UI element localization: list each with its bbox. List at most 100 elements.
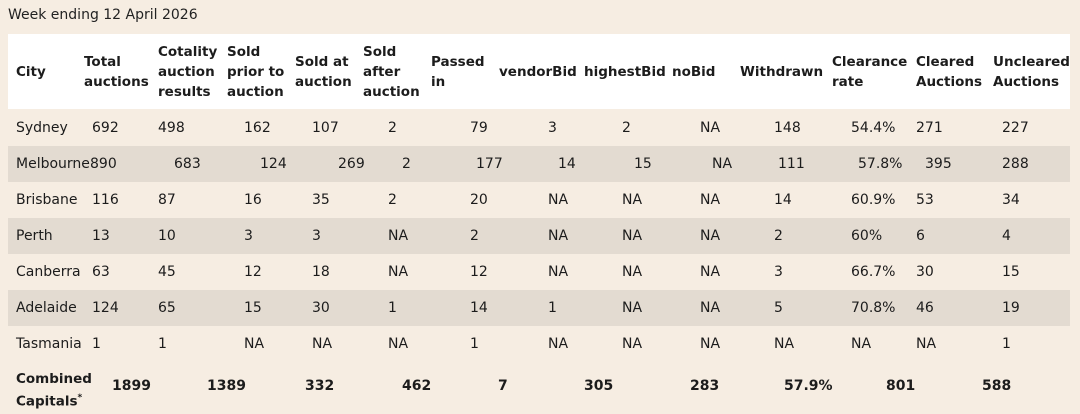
table-cell: 35 — [312, 192, 330, 208]
table-cell: NA — [700, 336, 721, 352]
city-cell: Sydney — [16, 120, 68, 136]
table-cell: NA — [548, 336, 569, 352]
table-cell: 2 — [388, 192, 397, 208]
table-cell: 65 — [158, 300, 176, 316]
table-cell: NA — [774, 336, 795, 352]
total-value: 801 — [886, 378, 916, 394]
total-value: 305 — [584, 378, 614, 394]
table-cell: 395 — [925, 156, 952, 172]
table-cell: 60.9% — [851, 192, 896, 208]
table-cell: NA — [388, 228, 409, 244]
table-cell: 3 — [312, 228, 321, 244]
city-cell: Perth — [16, 228, 53, 244]
table-cell: NA — [700, 192, 721, 208]
city-cell: Tasmania — [16, 336, 82, 352]
table-cell: NA — [548, 192, 569, 208]
table-cell: 14 — [558, 156, 576, 172]
table-cell: 15 — [1002, 264, 1020, 280]
table-cell: 227 — [1002, 120, 1029, 136]
table-cell: 890 — [90, 156, 117, 172]
table-caption: Week ending 12 April 2026 — [8, 7, 198, 23]
city-cell: Canberra — [16, 264, 81, 280]
table-cell: NA — [916, 336, 937, 352]
table-cell: 1 — [158, 336, 167, 352]
table-row: Brisbane 116 87 16 35 2 20 NA NA NA 14 60.9% 53 34 — [8, 182, 1070, 218]
table-cell: NA — [622, 300, 643, 316]
table-cell: NA — [388, 336, 409, 352]
table-cell: 14 — [774, 192, 792, 208]
table-cell: 177 — [476, 156, 503, 172]
table-row: Adelaide 124 65 15 30 1 14 1 NA NA 5 70.8% 46 19 — [8, 290, 1070, 326]
table-cell: NA — [388, 264, 409, 280]
header-total-auctions: Total auctions — [84, 53, 149, 90]
total-value: 1389 — [207, 378, 246, 394]
table-row: Canberra 63 45 12 18 NA 12 NA NA NA 3 66.7% 30 15 — [8, 254, 1070, 290]
table-cell: 271 — [916, 120, 943, 136]
header-clearance-rate: Clearance rate — [832, 53, 908, 90]
total-value: 7 — [498, 378, 508, 394]
table-cell: NA — [548, 228, 569, 244]
table-cell: 107 — [312, 120, 339, 136]
table-cell: 2 — [470, 228, 479, 244]
table-cell: 288 — [1002, 156, 1029, 172]
table-row: Melbourne 890 683 124 269 2 177 14 15 NA 111 57.8% 3… — [8, 146, 1070, 182]
table-cell: 162 — [244, 120, 271, 136]
table-cell: NA — [851, 336, 872, 352]
table-cell: 5 — [774, 300, 783, 316]
city-cell: Brisbane — [16, 192, 78, 208]
table-cell: NA — [622, 192, 643, 208]
table-cell: 1 — [388, 300, 397, 316]
table-cell: 16 — [244, 192, 262, 208]
table-cell: 124 — [92, 300, 119, 316]
combined-capitals-label: Combined Capitals* — [16, 371, 92, 410]
table-cell: 15 — [244, 300, 262, 316]
table-cell: 60% — [851, 228, 883, 244]
table-cell: 46 — [916, 300, 934, 316]
table-cell: 18 — [312, 264, 330, 280]
table-cell: 63 — [92, 264, 110, 280]
table-cell: NA — [244, 336, 265, 352]
table-cell: 20 — [470, 192, 488, 208]
table-cell: 14 — [470, 300, 488, 316]
table-cell: 15 — [634, 156, 652, 172]
table-cell: 70.8% — [851, 300, 896, 316]
table-cell: 116 — [92, 192, 119, 208]
header-highest-bid: highestBid — [584, 63, 666, 80]
combined-capitals-row: Combined Capitals* 1899 1389 332 462 7 3… — [8, 366, 1070, 412]
total-value: 57.9% — [784, 378, 833, 394]
table-cell: 148 — [774, 120, 801, 136]
table-cell: NA — [712, 156, 733, 172]
table-cell: NA — [700, 120, 721, 136]
table-cell: 10 — [158, 228, 176, 244]
table-cell: 87 — [158, 192, 176, 208]
header-city: City — [16, 63, 46, 80]
table-cell: NA — [622, 264, 643, 280]
header-vendor-bid: vendorBid — [499, 63, 577, 80]
table-cell: 12 — [470, 264, 488, 280]
total-value: 1899 — [112, 378, 151, 394]
table-cell: 1 — [470, 336, 479, 352]
table-cell: 45 — [158, 264, 176, 280]
table-cell: NA — [700, 300, 721, 316]
table-cell: 2 — [388, 120, 397, 136]
table-cell: 1 — [1002, 336, 1011, 352]
table-cell: 3 — [244, 228, 253, 244]
header-sold-after: Sold after auction — [363, 43, 420, 100]
table-cell: 13 — [92, 228, 110, 244]
table-cell: 124 — [260, 156, 287, 172]
table-cell: 4 — [1002, 228, 1011, 244]
table-cell: NA — [700, 264, 721, 280]
table-cell: 30 — [312, 300, 330, 316]
table-cell: 1 — [92, 336, 101, 352]
table-cell: 34 — [1002, 192, 1020, 208]
header-cotality-results: Cotality auction results — [158, 43, 218, 100]
table-cell: 2 — [622, 120, 631, 136]
table-cell: 66.7% — [851, 264, 896, 280]
header-passed-in: Passed in — [431, 53, 485, 90]
table-cell: NA — [700, 228, 721, 244]
total-value: 283 — [690, 378, 720, 394]
table-cell: 30 — [916, 264, 934, 280]
header-cleared-auctions: Cleared Auctions — [916, 53, 983, 90]
table-cell: 498 — [158, 120, 185, 136]
table-cell: NA — [622, 228, 643, 244]
